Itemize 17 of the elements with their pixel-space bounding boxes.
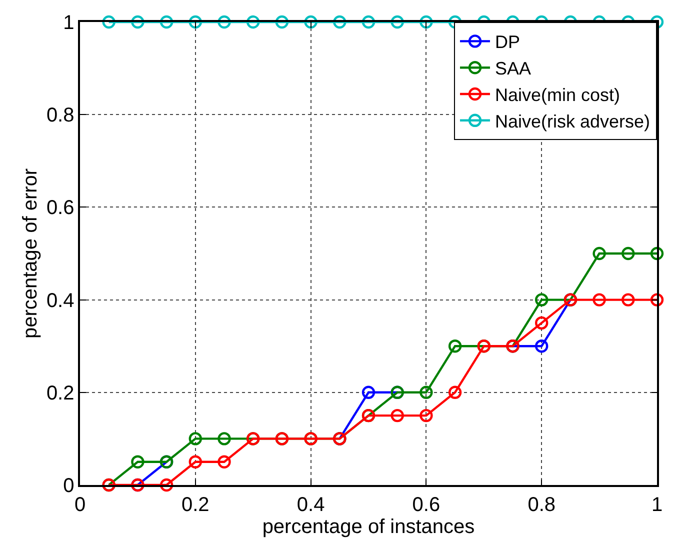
legend-label: Naive(min cost) — [495, 85, 620, 106]
x-tick-label: 0.6 — [412, 494, 440, 516]
y-axis-title: percentage of error — [19, 168, 42, 339]
legend-label: Naive(risk adverse) — [495, 111, 650, 132]
y-tick-label: 0.4 — [46, 290, 74, 312]
x-tick-label: 0.8 — [528, 494, 556, 516]
x-tick-label: 0.4 — [296, 494, 325, 516]
y-tick-label: 0.8 — [46, 104, 74, 127]
y-tick-label: 1 — [63, 12, 74, 34]
legend-label: DP — [495, 32, 520, 52]
y-tick-label: 0.2 — [46, 382, 74, 404]
x-tick-label: 0.2 — [181, 494, 210, 516]
y-tick-label: 0 — [63, 475, 74, 497]
x-axis-title: percentage of instances — [262, 516, 475, 538]
y-tick-label: 0.6 — [46, 197, 74, 220]
legend-label: SAA — [495, 58, 532, 79]
x-tick-label: 1 — [651, 494, 663, 516]
